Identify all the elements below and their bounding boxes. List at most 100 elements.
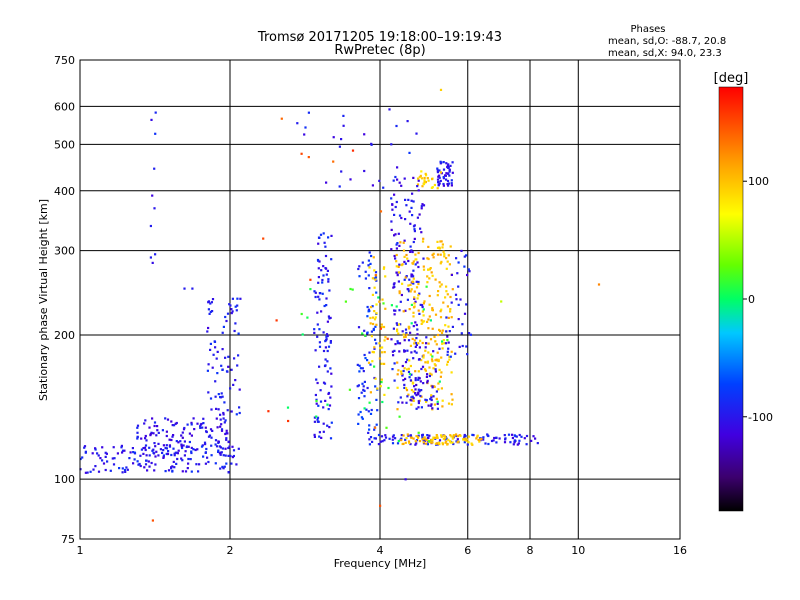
data-point bbox=[396, 386, 399, 389]
data-point bbox=[425, 399, 428, 402]
data-point bbox=[411, 337, 414, 340]
data-point bbox=[379, 440, 382, 443]
data-point bbox=[384, 307, 387, 310]
data-point bbox=[193, 428, 196, 431]
data-point bbox=[214, 395, 217, 398]
data-point bbox=[475, 437, 478, 440]
data-point bbox=[420, 231, 423, 234]
data-point bbox=[429, 397, 432, 401]
data-point bbox=[412, 315, 415, 318]
data-point bbox=[439, 240, 442, 243]
data-point bbox=[393, 282, 396, 285]
data-point bbox=[133, 451, 136, 454]
data-point bbox=[396, 328, 399, 331]
data-point bbox=[409, 379, 412, 382]
data-point bbox=[231, 445, 234, 448]
data-point bbox=[430, 396, 433, 399]
data-point bbox=[374, 278, 377, 281]
data-point bbox=[315, 415, 318, 418]
data-point bbox=[408, 359, 411, 362]
data-point bbox=[369, 391, 372, 394]
data-point bbox=[225, 370, 229, 373]
data-point bbox=[367, 431, 370, 434]
data-point bbox=[177, 449, 180, 452]
data-point bbox=[318, 435, 321, 438]
data-point bbox=[417, 280, 420, 284]
data-point bbox=[438, 182, 441, 185]
data-point bbox=[446, 172, 450, 175]
data-point bbox=[318, 328, 321, 331]
data-point bbox=[200, 445, 204, 448]
data-point bbox=[427, 327, 430, 330]
data-point bbox=[416, 185, 419, 188]
data-point bbox=[202, 455, 205, 458]
data-point bbox=[306, 316, 309, 319]
data-point bbox=[217, 440, 220, 443]
data-point bbox=[469, 333, 472, 336]
data-point bbox=[330, 385, 333, 388]
data-point bbox=[222, 411, 225, 415]
data-point bbox=[428, 366, 431, 369]
data-point bbox=[321, 281, 324, 284]
data-point bbox=[445, 178, 448, 181]
data-point bbox=[224, 454, 227, 457]
data-point bbox=[404, 198, 407, 201]
data-point bbox=[154, 463, 157, 466]
data-point bbox=[239, 297, 242, 300]
data-point bbox=[129, 451, 132, 454]
data-point bbox=[444, 174, 447, 177]
data-point bbox=[328, 289, 331, 292]
data-point bbox=[403, 255, 406, 258]
data-point bbox=[422, 308, 425, 311]
data-point bbox=[396, 340, 399, 343]
data-point bbox=[437, 388, 440, 391]
data-point bbox=[136, 426, 139, 429]
data-point bbox=[394, 437, 397, 440]
data-point bbox=[437, 175, 440, 178]
data-point bbox=[327, 392, 330, 395]
data-point bbox=[403, 336, 406, 339]
data-point bbox=[318, 236, 321, 239]
data-point bbox=[423, 180, 426, 184]
data-point bbox=[220, 451, 223, 454]
data-point bbox=[433, 183, 436, 187]
data-point bbox=[392, 434, 395, 437]
data-point bbox=[407, 327, 411, 330]
data-point bbox=[436, 435, 439, 438]
data-point bbox=[457, 303, 460, 306]
data-point bbox=[316, 381, 319, 385]
data-point bbox=[428, 315, 431, 318]
data-point bbox=[225, 319, 228, 323]
data-point bbox=[366, 359, 369, 362]
data-point bbox=[466, 353, 469, 356]
data-point bbox=[125, 466, 128, 469]
chart-title: Tromsø 20171205 19:18:00–19:19:43 bbox=[257, 30, 502, 45]
data-point bbox=[424, 172, 427, 175]
data-point bbox=[416, 297, 419, 300]
data-point bbox=[164, 470, 167, 473]
data-point bbox=[172, 434, 175, 437]
data-point bbox=[415, 337, 418, 340]
data-point bbox=[414, 379, 417, 382]
data-point bbox=[430, 394, 433, 397]
data-point bbox=[303, 133, 306, 136]
data-point bbox=[422, 257, 425, 260]
data-point bbox=[410, 436, 413, 439]
data-point bbox=[318, 298, 321, 301]
data-point bbox=[450, 316, 453, 319]
data-point bbox=[106, 460, 109, 463]
data-point bbox=[182, 428, 186, 431]
data-point bbox=[417, 406, 420, 409]
data-point bbox=[426, 381, 429, 384]
data-point bbox=[199, 425, 202, 428]
data-point bbox=[215, 357, 218, 360]
x-tick-label: 16 bbox=[673, 544, 687, 557]
data-point bbox=[415, 394, 418, 397]
data-point bbox=[227, 446, 230, 450]
data-point bbox=[232, 383, 235, 386]
data-point bbox=[445, 330, 448, 333]
data-point bbox=[435, 343, 438, 346]
data-point bbox=[424, 361, 427, 364]
data-point bbox=[439, 253, 442, 256]
data-point bbox=[412, 397, 415, 400]
